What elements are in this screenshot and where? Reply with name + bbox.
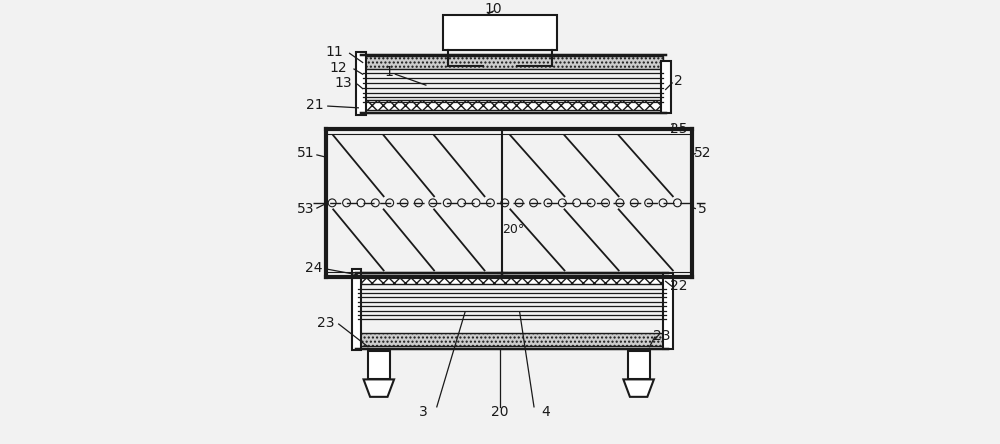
Text: 20: 20 bbox=[491, 405, 509, 419]
Polygon shape bbox=[623, 380, 654, 397]
Text: 11: 11 bbox=[325, 45, 343, 59]
Text: 13: 13 bbox=[334, 76, 352, 90]
Text: 12: 12 bbox=[330, 61, 348, 75]
Text: 10: 10 bbox=[485, 2, 502, 16]
Text: 5: 5 bbox=[698, 202, 707, 216]
Text: 24: 24 bbox=[305, 261, 323, 275]
Text: 25: 25 bbox=[670, 122, 687, 136]
Text: 2: 2 bbox=[674, 74, 683, 88]
Text: 23: 23 bbox=[317, 316, 334, 330]
Bar bbox=[358, 333, 666, 346]
Text: 52: 52 bbox=[694, 146, 711, 160]
Text: 21: 21 bbox=[306, 98, 324, 112]
Bar bbox=[352, 269, 361, 350]
Text: 22: 22 bbox=[670, 279, 687, 293]
Polygon shape bbox=[364, 380, 394, 397]
Bar bbox=[628, 351, 650, 380]
Bar bbox=[358, 275, 666, 284]
Text: 23: 23 bbox=[653, 329, 670, 343]
Bar bbox=[663, 273, 673, 349]
Text: 1: 1 bbox=[384, 65, 393, 79]
Text: 4: 4 bbox=[541, 405, 550, 419]
Text: 20°: 20° bbox=[502, 222, 524, 235]
Bar bbox=[443, 16, 557, 50]
Text: 3: 3 bbox=[419, 405, 428, 419]
Bar bbox=[368, 351, 390, 380]
Bar bbox=[661, 61, 671, 114]
Bar bbox=[356, 52, 366, 115]
Text: 53: 53 bbox=[297, 202, 315, 216]
Bar bbox=[363, 100, 663, 110]
Bar bbox=[363, 56, 663, 68]
Text: 51: 51 bbox=[297, 146, 315, 160]
